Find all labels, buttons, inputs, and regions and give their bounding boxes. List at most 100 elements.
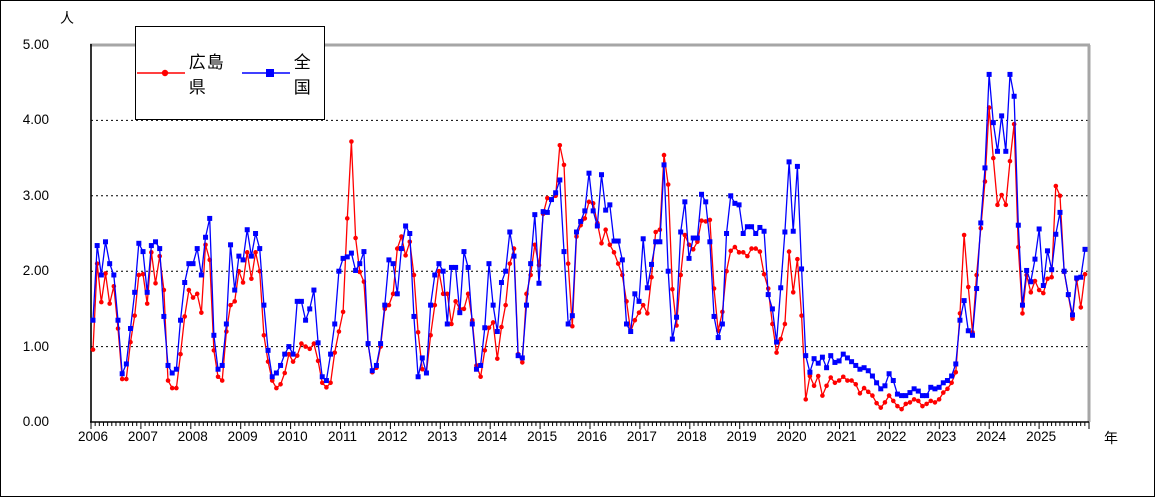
- data-point-marker: [686, 255, 692, 261]
- national-line-marker-icon: [242, 69, 290, 77]
- data-point-marker: [515, 353, 521, 359]
- data-point-marker: [461, 249, 467, 255]
- data-point-marker: [423, 370, 429, 376]
- data-point-marker: [198, 272, 204, 278]
- data-point-marker: [982, 165, 988, 171]
- x-year-label: 2025: [1026, 429, 1057, 444]
- x-year-label: 2015: [527, 429, 558, 444]
- data-point-marker: [573, 229, 579, 235]
- data-point-marker: [886, 371, 892, 377]
- y-tick-label: 2.00: [22, 263, 49, 279]
- data-point-marker: [173, 366, 179, 372]
- data-point-marker: [936, 397, 942, 402]
- data-point-marker: [511, 253, 517, 259]
- x-year-label: 2014: [477, 429, 508, 444]
- data-point-marker: [703, 199, 709, 205]
- data-point-marker: [724, 231, 730, 236]
- data-point-marker: [419, 355, 425, 361]
- data-point-marker: [1061, 268, 1067, 274]
- data-point-marker: [107, 301, 112, 306]
- data-point-marker: [253, 231, 259, 236]
- data-point-marker: [878, 405, 884, 410]
- data-point-marker: [315, 358, 321, 364]
- data-point-marker: [415, 329, 421, 335]
- y-tick-label: 4.00: [22, 112, 49, 128]
- data-point-marker: [340, 309, 346, 315]
- data-point-marker: [695, 239, 700, 245]
- data-point-marker: [453, 264, 459, 270]
- x-year-label: 2022: [876, 429, 907, 444]
- data-point-marker: [278, 362, 284, 368]
- data-point-marker: [820, 393, 825, 398]
- data-point-marker: [486, 325, 492, 331]
- data-point-marker: [344, 216, 350, 221]
- data-point-marker: [319, 380, 325, 386]
- data-point-marker: [840, 351, 846, 357]
- data-point-marker: [236, 253, 242, 259]
- data-point-marker: [403, 223, 409, 229]
- data-point-marker: [991, 155, 996, 161]
- data-point-marker: [182, 280, 188, 286]
- data-point-marker: [319, 374, 325, 380]
- data-point-marker: [136, 240, 142, 246]
- data-point-marker: [411, 272, 417, 278]
- data-point-marker: [940, 390, 946, 395]
- data-point-marker: [545, 195, 550, 201]
- data-point-marker: [607, 242, 613, 248]
- data-point-marker: [678, 272, 683, 278]
- data-point-marker: [915, 398, 921, 404]
- data-point-marker: [1057, 193, 1063, 199]
- data-point-marker: [228, 242, 234, 248]
- data-point-marker: [903, 393, 909, 399]
- data-point-marker: [465, 291, 471, 297]
- data-point-marker: [399, 234, 404, 239]
- data-point-marker: [569, 313, 575, 319]
- x-year-label: 2009: [227, 429, 258, 444]
- data-point-marker: [428, 302, 434, 308]
- data-point-marker: [795, 256, 800, 262]
- data-point-marker: [611, 250, 617, 255]
- data-point-marker: [778, 285, 784, 291]
- data-point-marker: [653, 239, 659, 245]
- data-point-marker: [190, 261, 196, 267]
- data-point-marker: [811, 383, 817, 389]
- data-point-marker: [140, 271, 146, 277]
- data-point-marker: [111, 272, 117, 278]
- data-point-marker: [995, 202, 1000, 208]
- data-point-marker: [774, 339, 780, 345]
- data-point-marker: [732, 244, 738, 250]
- data-point-marker: [682, 232, 688, 238]
- data-point-marker: [645, 311, 650, 316]
- data-point-marker: [194, 246, 200, 252]
- data-point-marker: [861, 385, 867, 391]
- data-point-marker: [228, 302, 233, 308]
- data-point-marker: [690, 235, 696, 241]
- data-point-marker: [899, 393, 905, 399]
- data-point-marker: [365, 341, 371, 347]
- data-point-marker: [311, 287, 317, 293]
- data-point-marker: [745, 253, 750, 259]
- data-point-marker: [761, 228, 767, 234]
- data-point-marker: [232, 287, 238, 293]
- data-point-marker: [353, 235, 358, 241]
- data-point-marker: [949, 373, 955, 379]
- data-point-marker: [432, 272, 438, 278]
- data-point-marker: [194, 291, 200, 297]
- data-point-marker: [169, 370, 175, 376]
- data-point-marker: [694, 235, 700, 241]
- x-year-label: 2017: [626, 429, 657, 444]
- data-point-marker: [586, 199, 592, 205]
- data-point-marker: [603, 227, 608, 233]
- data-point-marker: [390, 291, 396, 297]
- data-point-marker: [674, 314, 680, 320]
- data-point-marker: [678, 229, 684, 235]
- data-point-marker: [153, 239, 159, 245]
- data-point-marker: [928, 398, 934, 404]
- data-point-marker: [115, 317, 121, 323]
- data-point-marker: [753, 231, 759, 236]
- data-point-marker: [211, 332, 217, 338]
- data-point-marker: [540, 209, 546, 215]
- data-point-marker: [1074, 275, 1080, 281]
- data-point-marker: [728, 248, 734, 254]
- data-point-marker: [836, 358, 842, 364]
